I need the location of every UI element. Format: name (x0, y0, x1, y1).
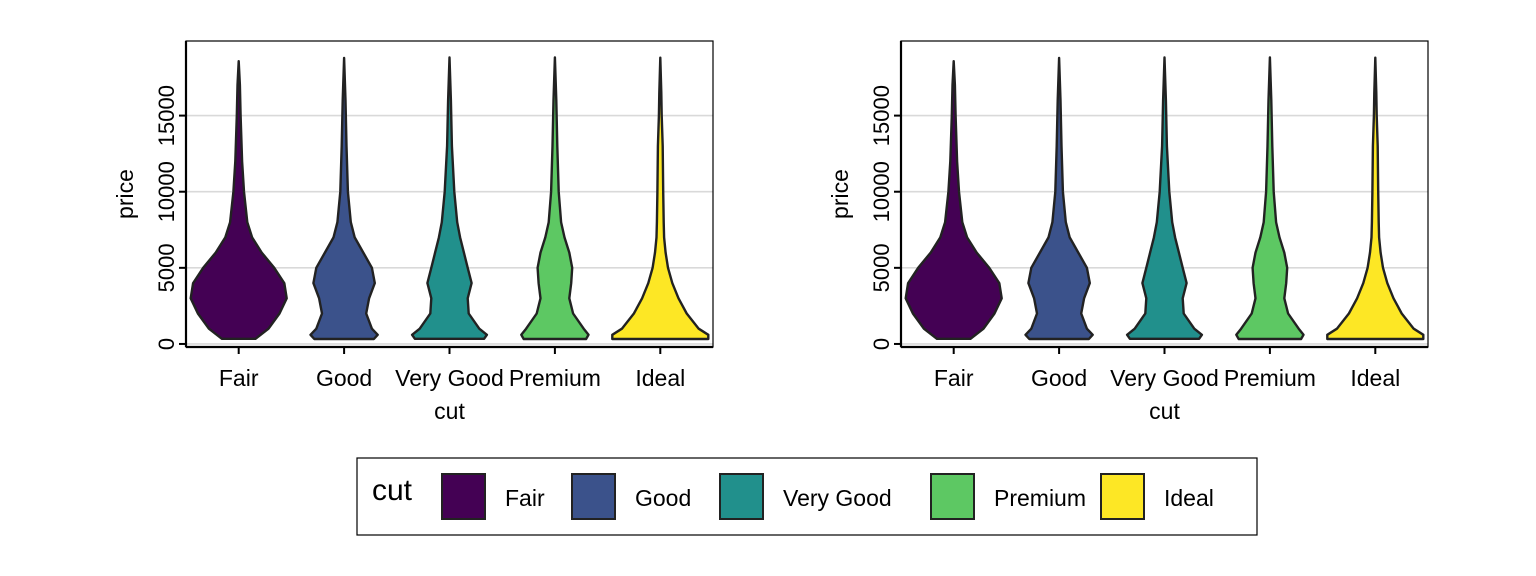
legend-swatch-good (571, 473, 616, 520)
violin-fair (904, 60, 1003, 340)
legend-items: Fair Good Very Good Premium Ideal (441, 473, 1214, 520)
violin-very-good (1125, 56, 1204, 340)
violin-ideal (611, 56, 710, 341)
y-tick-label: 5000 (869, 243, 894, 292)
legend-label-very-good: Very Good (783, 485, 892, 511)
x-axis-title: cut (434, 398, 465, 424)
y-tick-label: 0 (869, 338, 894, 350)
legend: cut Fair Good Very Good Premium Ideal (356, 457, 1258, 536)
legend-label-premium: Premium (994, 485, 1086, 511)
violin-premium (1235, 56, 1305, 341)
legend-swatch-very-good (719, 473, 764, 520)
x-tick-label: Fair (219, 365, 259, 391)
x-axis-title: cut (1149, 398, 1180, 424)
x-tick-label: Good (316, 365, 372, 391)
y-tick-label: 10000 (154, 161, 179, 222)
y-tick-label: 15000 (154, 85, 179, 146)
legend-label-fair: Fair (505, 485, 545, 511)
x-tick-label: Very Good (1110, 365, 1219, 391)
y-tick-label: 5000 (154, 243, 179, 292)
x-tick-label: Ideal (1350, 365, 1400, 391)
x-tick-label: Premium (1224, 365, 1316, 391)
violin-fair (189, 60, 288, 340)
legend-label-ideal: Ideal (1164, 485, 1214, 511)
violin-ideal (1326, 56, 1425, 341)
x-tick-label: Fair (934, 365, 974, 391)
violin-premium (520, 56, 590, 341)
x-tick-label: Ideal (635, 365, 685, 391)
legend-title: cut (372, 474, 413, 507)
x-tick-label: Very Good (395, 365, 504, 391)
y-tick-label: 0 (154, 338, 179, 350)
y-axis-title: price (827, 169, 853, 219)
violin-very-good (410, 56, 489, 340)
violin-panel-left: 0 5000 10000 15000 Fair Good Very Good Premium I… (112, 40, 714, 424)
legend-swatch-ideal (1100, 473, 1145, 520)
y-tick-label: 15000 (869, 85, 894, 146)
legend-label-good: Good (635, 485, 691, 511)
violin-panel-right: 0 5000 10000 15000 Fair Good Very Good Premium I… (827, 40, 1429, 424)
y-tick-label: 10000 (869, 161, 894, 222)
x-tick-label: Premium (509, 365, 601, 391)
violin-good (1024, 56, 1094, 341)
violin-good (309, 56, 379, 341)
legend-swatch-premium (930, 473, 975, 520)
legend-swatch-fair (441, 473, 486, 520)
y-axis-title: price (112, 169, 138, 219)
x-tick-label: Good (1031, 365, 1087, 391)
